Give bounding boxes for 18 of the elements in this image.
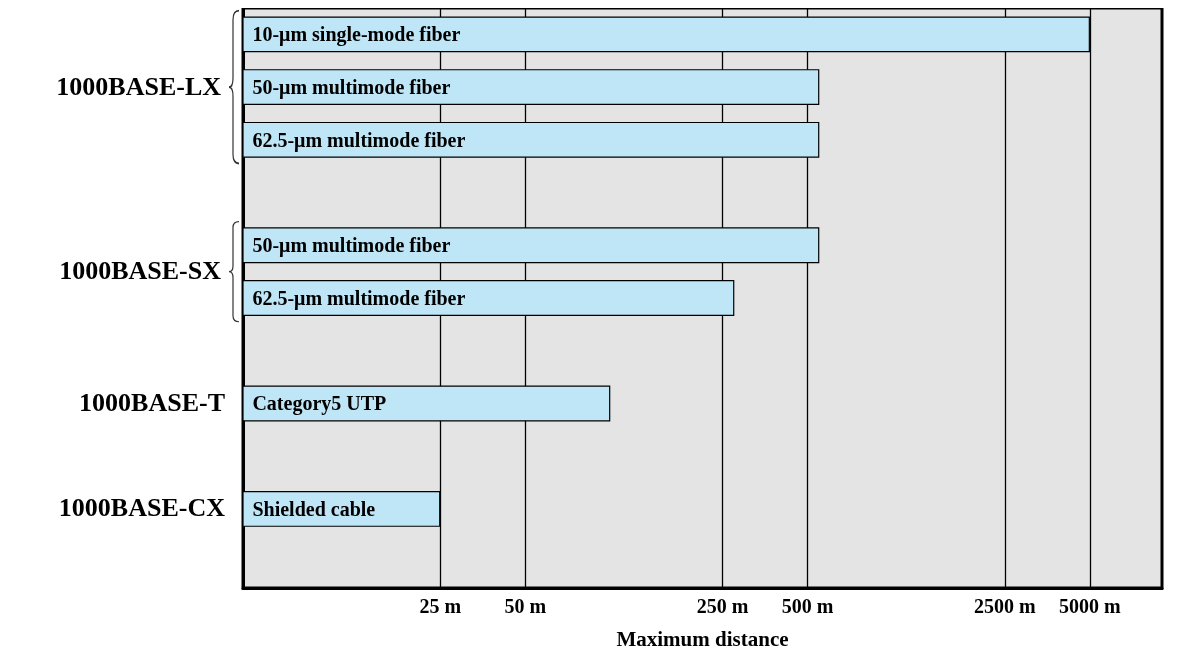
x-tick-label: 5000 m bbox=[1059, 595, 1122, 617]
text: 1000BASE-CX bbox=[58, 493, 226, 523]
x-tick-label: 250 m bbox=[696, 595, 749, 617]
y-tick-label: Shielded cable bbox=[252, 497, 376, 520]
text: 1000BASE-SX bbox=[59, 256, 222, 286]
x-tick-label: 50 m bbox=[504, 595, 547, 617]
text: 1000BASE-LX bbox=[56, 71, 222, 101]
y-tick-label: 62.5-μm multimode fiber bbox=[252, 128, 466, 152]
y-tick-label: 50-μm multimode fiber bbox=[252, 234, 451, 258]
y-tick-label: 10-μm single-mode fiber bbox=[252, 23, 461, 47]
x-tick-label: 25 m bbox=[419, 595, 462, 617]
x-axis-title: Maximum distance bbox=[616, 626, 789, 651]
y-tick-label: 62.5-μm multimode fiber bbox=[252, 287, 466, 310]
x-tick-label: 2500 m bbox=[974, 595, 1037, 617]
x-tick-label: 500 m bbox=[781, 595, 834, 617]
y-tick-label: Category5 UTP bbox=[252, 392, 387, 416]
y-tick-label: 50-μm multimode fiber bbox=[252, 76, 451, 100]
text: 1000BASE-T bbox=[79, 387, 225, 417]
